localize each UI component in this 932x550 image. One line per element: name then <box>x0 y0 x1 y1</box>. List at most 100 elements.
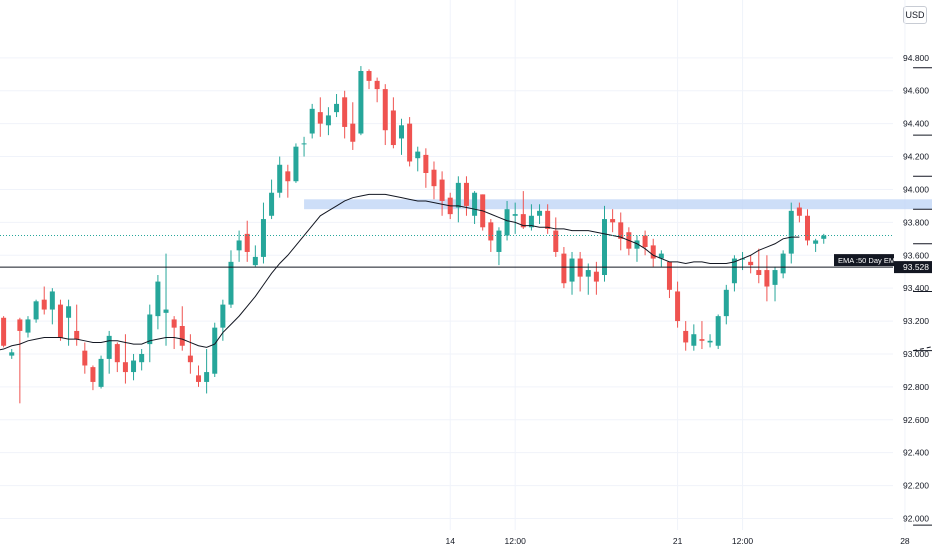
ema-value-text: 93.528 <box>903 262 929 272</box>
candle-body <box>220 304 226 328</box>
candle-body <box>545 210 551 229</box>
candle-body <box>496 230 502 252</box>
candle-body <box>25 319 31 333</box>
candle-body <box>171 319 177 328</box>
candle-body <box>131 360 137 373</box>
candle-body <box>537 210 543 216</box>
grid <box>0 0 906 530</box>
candle-body <box>236 240 242 251</box>
price-tick-label: 94.600 <box>903 86 929 96</box>
candle-body <box>748 261 754 266</box>
candle-body <box>57 304 63 338</box>
candle-body <box>821 235 827 239</box>
time-axis: 1412:002112:0028Oct61212:001912:002612:0… <box>445 536 910 546</box>
candle-body <box>634 240 640 249</box>
candle-body <box>764 270 770 287</box>
horizontal-level <box>0 235 893 268</box>
time-tick-label: 12:00 <box>505 536 527 546</box>
candle-body <box>106 335 112 359</box>
candle-body <box>390 110 396 146</box>
candle-body <box>699 339 705 341</box>
candle-body <box>715 316 721 346</box>
candle-body <box>41 299 47 310</box>
candle-body <box>293 146 299 182</box>
candle-body <box>366 71 372 81</box>
ema-value-tag <box>894 261 932 274</box>
candle-body <box>585 270 591 277</box>
candle-body <box>569 258 575 282</box>
candle-body <box>707 340 713 343</box>
candle-body <box>17 319 23 331</box>
candle-body <box>675 291 681 322</box>
candle-body <box>796 207 802 216</box>
candle-body <box>74 330 80 340</box>
candle-body <box>463 182 469 206</box>
currency-button[interactable]: USD <box>903 6 927 24</box>
candle-body <box>439 179 445 201</box>
price-tick-label: 92.400 <box>903 448 929 458</box>
price-tick-label: 93.600 <box>903 250 929 260</box>
candle-body <box>666 261 672 290</box>
candle-body <box>163 309 169 313</box>
candle-body <box>90 367 96 382</box>
candle-body <box>82 350 88 366</box>
candle-body <box>610 219 616 223</box>
candle-body <box>350 123 356 142</box>
candle-body <box>561 253 567 284</box>
candle-body <box>342 97 348 127</box>
candle-body <box>512 214 518 216</box>
price-tick-label: 93.800 <box>903 217 929 227</box>
candle-body <box>772 270 778 285</box>
candle-body <box>415 151 421 159</box>
price-tick-label: 92.600 <box>903 415 929 425</box>
price-tick-label: 92.200 <box>903 481 929 491</box>
time-tick-label: 21 <box>673 536 683 546</box>
resistance-zone <box>304 199 932 210</box>
candle-body <box>658 253 664 259</box>
candle-body <box>723 289 729 317</box>
candlestick-series <box>1 66 827 404</box>
candle-body <box>553 230 559 252</box>
candle-body <box>642 235 648 248</box>
candle-body <box>155 281 161 317</box>
candle-body <box>260 219 266 257</box>
price-tick-label: 93.000 <box>903 349 929 359</box>
ema-line <box>0 193 800 351</box>
price-tick-label: 94.800 <box>903 53 929 63</box>
price-tick-label: 93.200 <box>903 316 929 326</box>
candle-body <box>33 301 39 320</box>
candle-body <box>593 271 599 282</box>
candle-body <box>252 256 258 266</box>
time-tick-label: 28 <box>900 536 910 546</box>
price-tick-label: 94.000 <box>903 184 929 194</box>
candle-body <box>285 171 291 182</box>
candle-body <box>780 253 786 274</box>
time-tick-label: 14 <box>445 536 455 546</box>
candle-body <box>504 209 510 236</box>
candle-body <box>358 71 364 134</box>
candle-body <box>455 182 461 208</box>
candle-body <box>691 334 697 346</box>
candle-body <box>309 108 315 134</box>
candle-body <box>179 326 185 346</box>
candle-body <box>423 154 429 173</box>
candle-body <box>528 215 534 228</box>
candle-body <box>756 270 762 275</box>
candle-body <box>269 192 275 216</box>
candle-body <box>228 261 234 305</box>
candle-body <box>618 222 624 239</box>
candle-body <box>196 375 201 382</box>
candle-body <box>520 214 526 228</box>
candle-body <box>212 327 218 374</box>
candle-body <box>382 89 388 131</box>
candle-body <box>301 143 307 145</box>
candle-body <box>488 222 494 241</box>
candle-body <box>325 115 331 126</box>
candle-body <box>9 352 15 356</box>
candle-body <box>1 317 7 346</box>
price-axis: 92.000 92.200 92.400 92.600 92.800 93.000 93.2… <box>834 53 932 523</box>
candle-body <box>731 258 737 284</box>
candle-body <box>650 245 656 259</box>
candle-body <box>602 219 607 275</box>
